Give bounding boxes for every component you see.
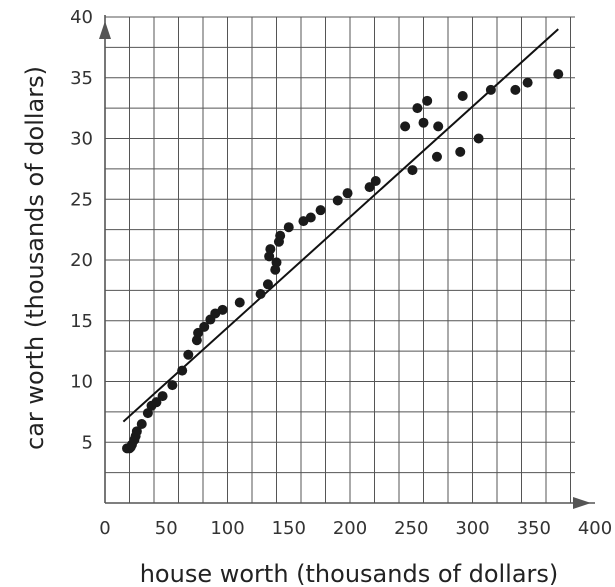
x-axis-arrow-icon <box>573 497 591 509</box>
data-point <box>433 121 444 132</box>
x-tick-label: 400 <box>578 518 612 539</box>
data-point <box>370 176 381 187</box>
data-point <box>183 349 194 360</box>
data-point <box>262 279 273 290</box>
y-tick-label: 15 <box>70 311 93 332</box>
data-point <box>305 212 316 223</box>
data-point <box>364 182 375 193</box>
tick-labels: 0 50 100 150 200 250 300 350 400 5 10 15 20 25 30 35 40 <box>70 7 612 539</box>
data-point <box>315 205 326 216</box>
data-point <box>422 95 433 106</box>
axes <box>99 15 595 509</box>
data-point <box>131 426 142 437</box>
data-point <box>418 117 429 128</box>
data-point <box>473 133 484 144</box>
y-tick-label: 35 <box>70 68 93 89</box>
data-point <box>457 90 468 101</box>
y-axis-arrow-icon <box>99 21 111 39</box>
data-point <box>485 84 496 95</box>
trend-line <box>122 28 559 423</box>
data-point <box>455 146 466 157</box>
data-point <box>199 321 210 332</box>
grid-lines <box>105 16 575 503</box>
data-point <box>553 69 564 80</box>
data-point <box>217 304 228 315</box>
x-tick-label: 0 <box>99 518 110 539</box>
x-tick-label: 350 <box>517 518 551 539</box>
data-point <box>157 391 168 402</box>
x-tick-label: 250 <box>394 518 428 539</box>
x-tick-label: 300 <box>455 518 489 539</box>
x-tick-label: 100 <box>210 518 244 539</box>
data-point <box>510 84 521 95</box>
x-tick-label: 50 <box>155 518 178 539</box>
data-point <box>400 121 411 132</box>
data-point <box>412 103 423 114</box>
y-tick-label: 20 <box>70 250 93 271</box>
data-point <box>255 289 266 300</box>
data-point <box>332 195 343 206</box>
data-points <box>122 69 564 454</box>
data-point <box>193 327 204 338</box>
data-point <box>431 151 442 162</box>
x-tick-label: 150 <box>272 518 306 539</box>
data-point <box>522 77 533 88</box>
y-tick-label: 40 <box>70 7 93 28</box>
data-point <box>177 365 188 376</box>
data-point <box>275 230 286 241</box>
data-point <box>407 165 418 176</box>
y-tick-label: 5 <box>82 432 93 453</box>
x-axis-title: house worth (thousands of dollars) <box>140 560 559 587</box>
data-point <box>342 188 353 199</box>
data-point <box>283 222 294 233</box>
data-point <box>271 257 282 268</box>
data-point <box>136 419 147 430</box>
y-tick-label: 25 <box>70 189 93 210</box>
y-tick-label: 30 <box>70 129 93 150</box>
data-point <box>151 397 162 408</box>
x-tick-label: 200 <box>333 518 367 539</box>
data-point <box>167 380 178 391</box>
data-point <box>265 244 276 255</box>
y-tick-label: 10 <box>70 372 93 393</box>
y-axis-title: car worth (thousands of dollars) <box>21 66 49 450</box>
trend-line-group <box>122 28 559 423</box>
data-point <box>234 297 245 308</box>
